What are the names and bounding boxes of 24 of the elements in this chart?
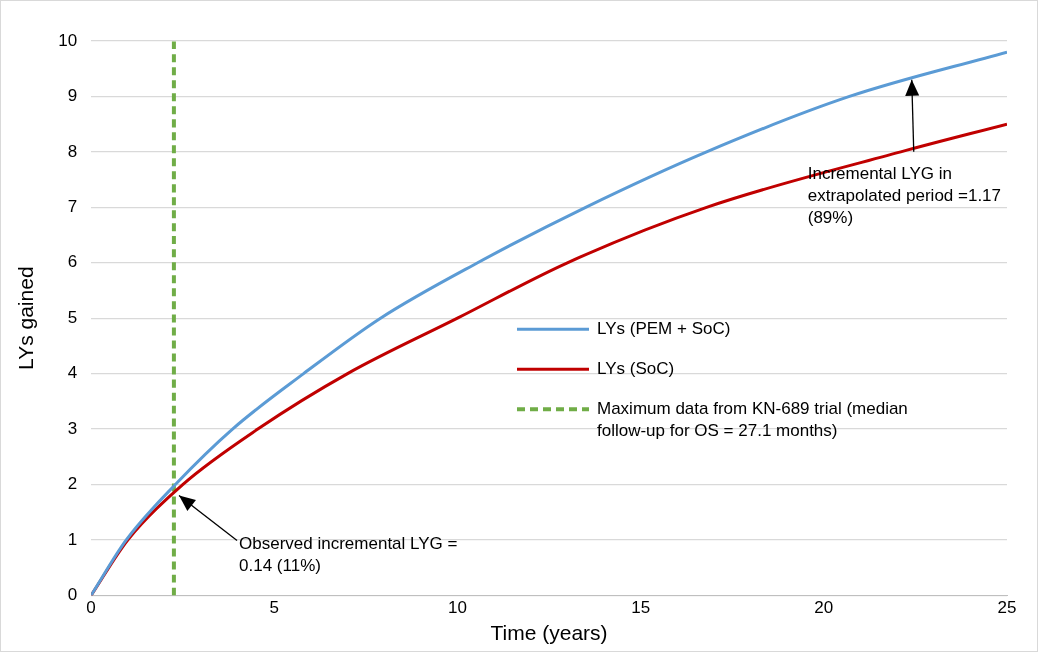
y-tick-label: 1	[67, 529, 78, 549]
x-tick-label: 25	[997, 598, 1017, 618]
legend-label: LYs (SoC)	[597, 358, 675, 378]
legend-label: LYs (PEM + SoC)	[597, 318, 731, 338]
y-tick-label: 3	[67, 418, 78, 438]
y-tick-label: 7	[67, 197, 78, 217]
y-tick-label: 10	[58, 30, 78, 50]
x-tick-label: 5	[269, 598, 280, 618]
legend-label: Maximum data from KN-689 trial (median follow-up for OS = 27.1 months)	[597, 398, 908, 440]
x-tick-label: 10	[448, 598, 467, 618]
y-tick-label: 5	[67, 307, 78, 327]
y-tick-label: 8	[67, 141, 78, 161]
y-tick-label: 0	[67, 585, 78, 605]
x-tick-label: 0	[86, 598, 96, 618]
annotation: Observed incremental LYG = 0.14 (11%)	[239, 533, 458, 575]
y-tick-label: 2	[67, 474, 78, 494]
y-tick-label: 9	[67, 86, 78, 106]
y-tick-label: 4	[67, 363, 78, 383]
x-tick-label: 20	[814, 598, 834, 618]
annotation: Incremental LYG in extrapolated period =1.17 (89%)	[807, 164, 1002, 227]
y-tick-label: 6	[67, 252, 78, 272]
x-axis-title: Time (years)	[490, 621, 608, 645]
x-tick-label: 15	[631, 598, 651, 618]
y-axis-title: LYs gained	[14, 266, 38, 370]
